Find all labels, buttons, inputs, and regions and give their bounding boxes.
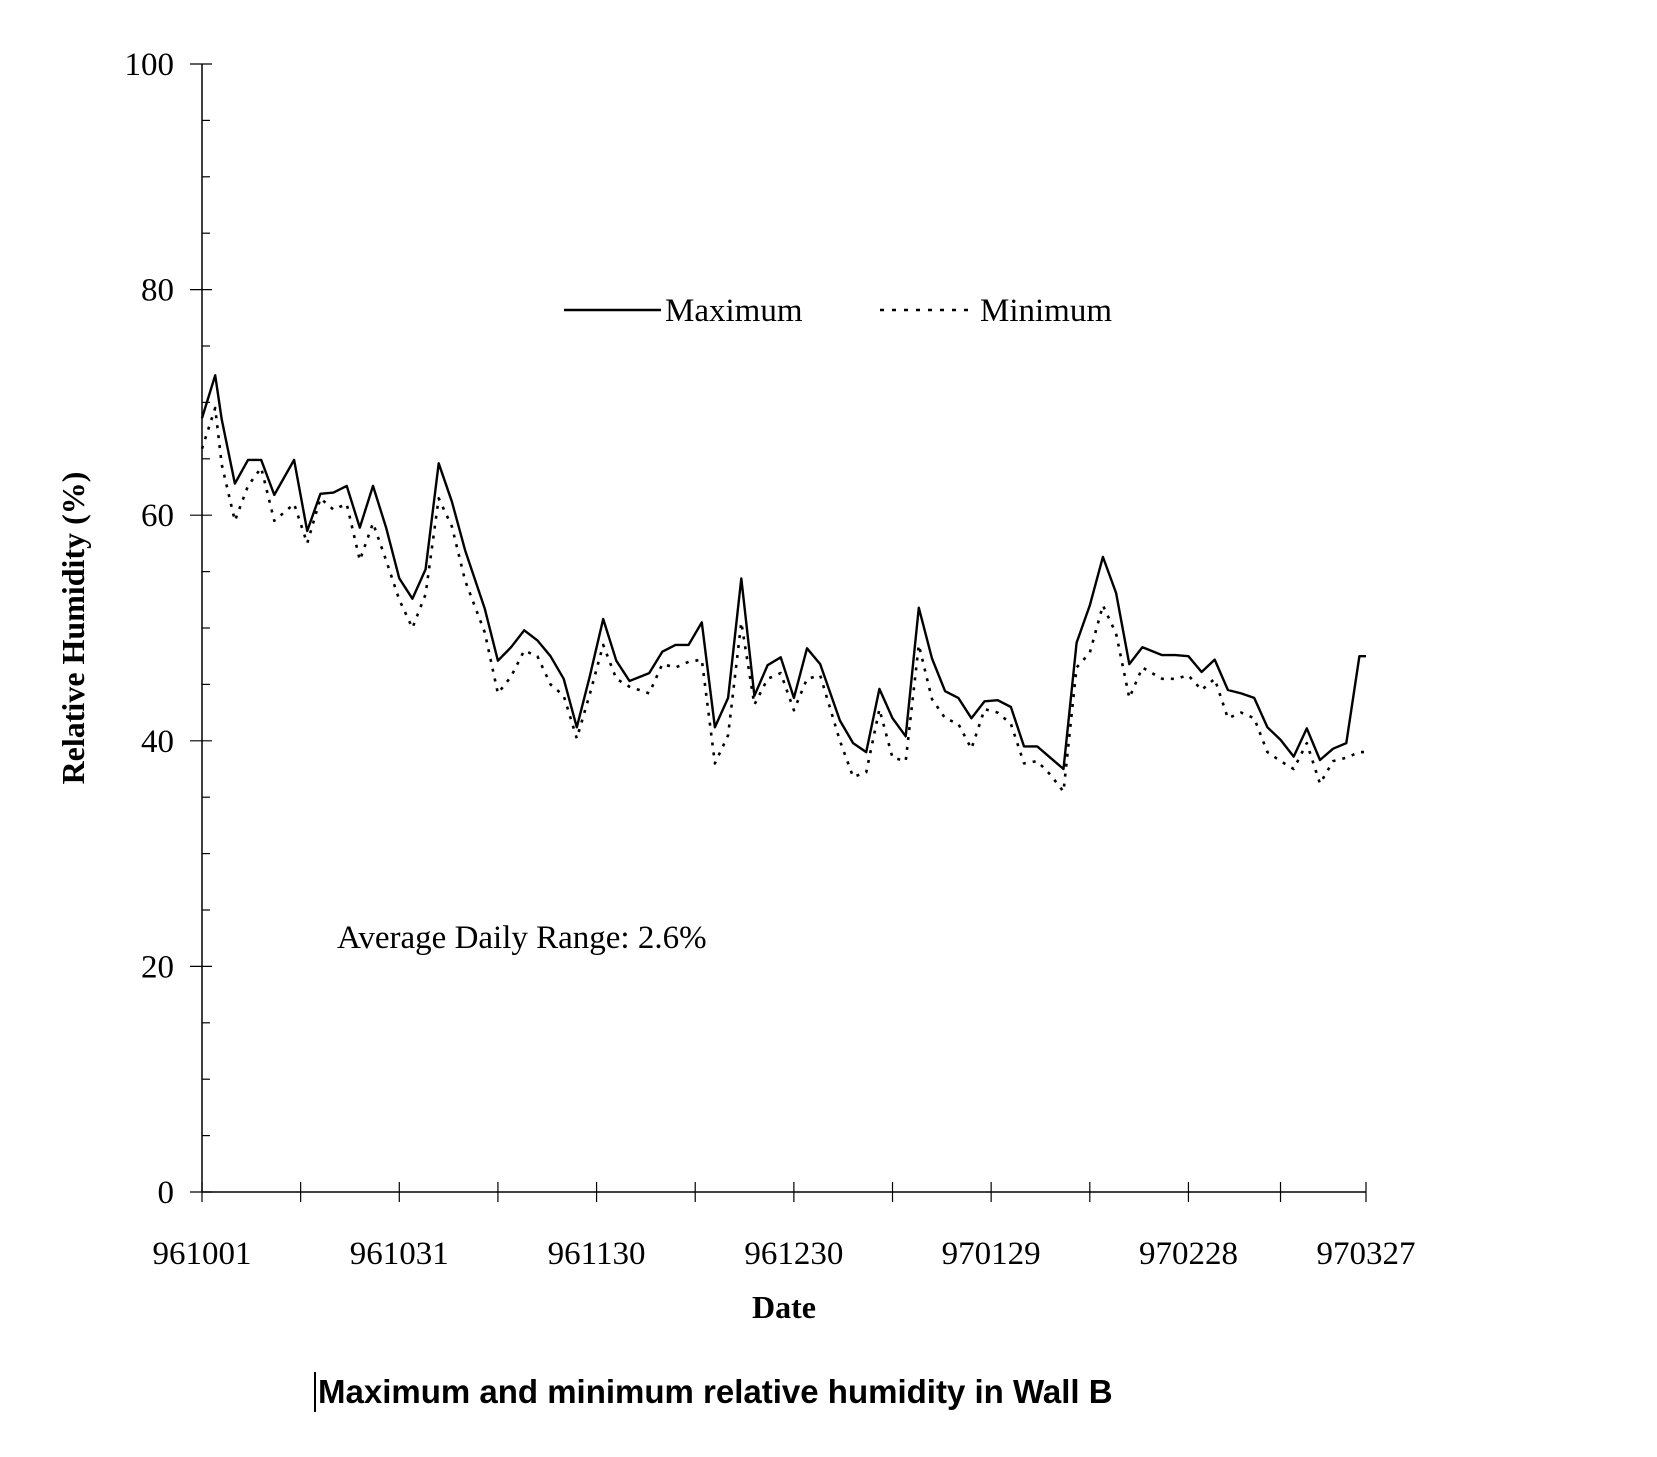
series-layer bbox=[200, 374, 1366, 793]
legend-label-maximum: Maximum bbox=[665, 293, 803, 329]
y-tick-label: 80 bbox=[141, 273, 174, 309]
x-tick-label: 961130 bbox=[548, 1236, 646, 1272]
y-tick-label: 100 bbox=[125, 47, 175, 83]
y-tick-label: 0 bbox=[158, 1175, 175, 1211]
x-tick-label: 970228 bbox=[1139, 1236, 1238, 1272]
text-cursor bbox=[314, 1372, 316, 1412]
x-tick-label: 970129 bbox=[942, 1236, 1041, 1272]
y-tick-label: 40 bbox=[141, 724, 174, 760]
series-line-maximum bbox=[200, 374, 1366, 771]
legend: Maximum Minimum bbox=[564, 293, 1112, 329]
average-daily-range-annotation: Average Daily Range: 2.6% bbox=[337, 920, 707, 956]
x-tick-label: 961001 bbox=[153, 1236, 252, 1272]
legend-label-minimum: Minimum bbox=[980, 293, 1112, 329]
y-tick-label: 60 bbox=[141, 498, 174, 534]
x-tick-label: 961230 bbox=[744, 1236, 843, 1272]
x-tick-label: 961031 bbox=[350, 1236, 449, 1272]
x-ticks: 961001 961031 961130 961230 970129 970228 9703… bbox=[153, 1182, 1416, 1272]
x-tick-label: 970327 bbox=[1317, 1236, 1416, 1272]
y-tick-label: 20 bbox=[141, 949, 174, 985]
y-axis-label: Relative Humidity (%) bbox=[55, 472, 91, 785]
figure-caption: Maximum and minimum relative humidity in… bbox=[318, 1373, 1113, 1410]
series-line-minimum bbox=[200, 406, 1366, 793]
x-axis-label: Date bbox=[752, 1289, 816, 1325]
y-ticks: 0 20 40 60 80 100 bbox=[125, 47, 212, 1211]
